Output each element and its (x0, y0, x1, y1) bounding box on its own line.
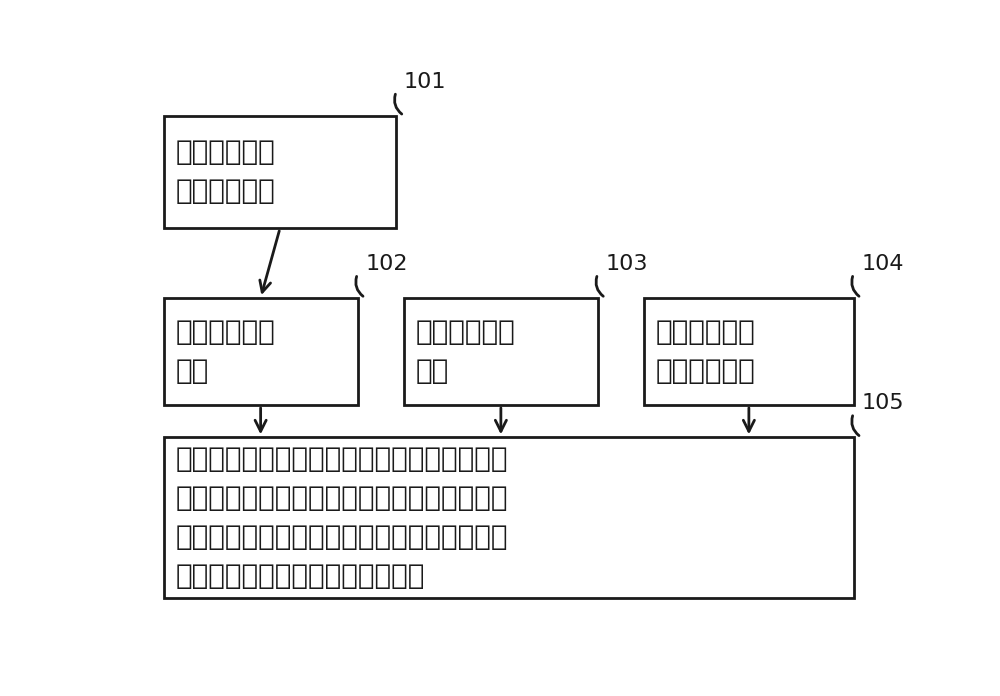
Text: 获取真实世界
信息: 获取真实世界 信息 (416, 318, 515, 385)
Text: 102: 102 (365, 254, 408, 274)
Text: 103: 103 (606, 254, 648, 274)
Bar (404, 298, 598, 405)
Text: 104: 104 (861, 254, 904, 274)
Bar (644, 298, 854, 405)
Text: 载入驾驶者的
历史驾驶行为: 载入驾驶者的 历史驾驶行为 (656, 318, 756, 385)
Text: 获取电动汽车
信息: 获取电动汽车 信息 (175, 318, 275, 385)
Bar (164, 437, 854, 598)
Bar (164, 298, 358, 405)
Text: 根据驾驶者输入目的地信息、电动汽车信息、
真实世界信息，以及驾驶者的历史驾驶行为，
通过计算得到电动汽车的最佳路径、剩余行驶
里程以及抵达目的地时的剩余电量: 根据驾驶者输入目的地信息、电动汽车信息、 真实世界信息，以及驾驶者的历史驾驶行为… (175, 445, 508, 590)
Text: 101: 101 (404, 72, 446, 92)
Text: 105: 105 (861, 393, 904, 413)
Bar (164, 116, 396, 228)
Text: 获取驾驶者输
入目的地信息: 获取驾驶者输 入目的地信息 (175, 139, 275, 205)
